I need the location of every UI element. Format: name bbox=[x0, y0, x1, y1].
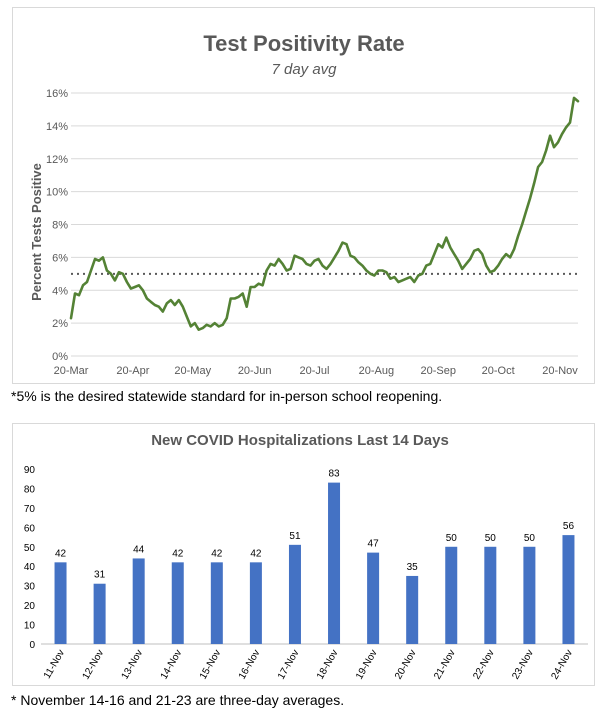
x-tick-label: 20-Jul bbox=[300, 365, 330, 377]
bar bbox=[132, 558, 145, 644]
chart-title: New COVID Hospitalizations Last 14 Days bbox=[151, 432, 449, 449]
bar bbox=[406, 575, 419, 644]
x-tick-label: 20-Nov bbox=[393, 648, 419, 681]
y-tick-label: 16% bbox=[46, 88, 68, 100]
y-tick-label: 6% bbox=[52, 252, 68, 264]
chart-subtitle: 7 day avg bbox=[271, 61, 337, 78]
bar-value-label: 42 bbox=[172, 548, 184, 559]
y-tick-label: 14% bbox=[46, 121, 68, 133]
bar bbox=[249, 562, 262, 644]
x-tick-label: 20-Nov bbox=[542, 365, 578, 377]
x-tick-label: 21-Nov bbox=[432, 648, 458, 681]
x-tick-label: 18-Nov bbox=[315, 648, 341, 681]
bar bbox=[54, 562, 67, 644]
y-tick-label: 2% bbox=[52, 318, 68, 330]
y-tick-label: 90 bbox=[24, 465, 36, 476]
bar-value-label: 42 bbox=[250, 548, 262, 559]
bar bbox=[445, 546, 458, 644]
bar bbox=[210, 562, 223, 644]
x-tick-label: 20-Jun bbox=[238, 365, 272, 377]
x-tick-label: 12-Nov bbox=[81, 648, 107, 681]
y-axis-label: Percent Tests Positive bbox=[29, 163, 44, 301]
x-tick-label: 20-Sep bbox=[421, 365, 456, 377]
bar bbox=[93, 583, 106, 644]
bar-value-label: 56 bbox=[563, 521, 575, 532]
x-tick-label: 19-Nov bbox=[354, 648, 380, 681]
series-line bbox=[69, 96, 580, 332]
x-tick-label: 15-Nov bbox=[198, 648, 224, 681]
y-tick-label: 80 bbox=[24, 484, 36, 495]
x-tick-label: 22-Nov bbox=[471, 648, 497, 681]
bar bbox=[367, 552, 380, 644]
bar-value-label: 35 bbox=[407, 562, 419, 573]
y-tick-label: 20 bbox=[24, 601, 36, 612]
y-tick-label: 60 bbox=[24, 523, 36, 534]
y-tick-label: 30 bbox=[24, 582, 36, 593]
x-tick-label: 13-Nov bbox=[120, 648, 146, 681]
y-tick-label: 70 bbox=[24, 504, 36, 515]
y-tick-label: 8% bbox=[52, 220, 68, 232]
hospitalizations-chart: New COVID Hospitalizations Last 14 Days … bbox=[24, 432, 588, 681]
x-tick-label: 11-Nov bbox=[42, 648, 67, 681]
bar bbox=[171, 562, 184, 644]
bar-value-label: 42 bbox=[211, 548, 223, 559]
positivity-footnote: *5% is the desired statewide standard fo… bbox=[11, 388, 443, 404]
x-tick-label: 17-Nov bbox=[276, 648, 302, 681]
y-tick-label: 10% bbox=[46, 187, 68, 199]
y-tick-label: 10 bbox=[24, 621, 36, 632]
x-tick-label: 16-Nov bbox=[237, 648, 263, 681]
bar-value-label: 50 bbox=[446, 533, 458, 544]
hospitalization-footnote: * November 14-16 and 21-23 are three-day… bbox=[11, 692, 345, 708]
x-tick-label: 20-Aug bbox=[359, 365, 394, 377]
chart-title: Test Positivity Rate bbox=[203, 31, 404, 56]
y-tick-label: 12% bbox=[46, 154, 68, 166]
bar bbox=[484, 546, 497, 644]
x-tick-label: 14-Nov bbox=[159, 648, 185, 681]
x-tick-label: 23-Nov bbox=[510, 648, 536, 681]
bar bbox=[562, 535, 575, 644]
hospitalizations-chart-panel: New COVID Hospitalizations Last 14 Days … bbox=[12, 423, 595, 686]
bar bbox=[328, 482, 341, 644]
y-tick-label: 0 bbox=[29, 640, 35, 651]
bar-value-label: 50 bbox=[485, 533, 497, 544]
bar bbox=[288, 544, 301, 644]
bar-value-label: 83 bbox=[328, 469, 340, 480]
bar-value-label: 50 bbox=[524, 533, 536, 544]
y-tick-label: 4% bbox=[52, 285, 68, 297]
positivity-chart: Test Positivity Rate 7 day avg Percent T… bbox=[29, 31, 580, 377]
bar-value-label: 47 bbox=[368, 539, 380, 550]
bar-value-label: 44 bbox=[133, 544, 145, 555]
x-tick-label: 20-Oct bbox=[482, 365, 515, 377]
bar-value-label: 31 bbox=[94, 570, 106, 581]
x-tick-label: 20-May bbox=[174, 365, 211, 377]
y-tick-label: 0% bbox=[52, 351, 68, 363]
x-tick-label: 20-Apr bbox=[116, 365, 149, 377]
bar-value-label: 42 bbox=[55, 548, 67, 559]
bar-value-label: 51 bbox=[289, 531, 301, 542]
x-tick-label: 20-Mar bbox=[54, 365, 89, 377]
positivity-chart-panel: Test Positivity Rate 7 day avg Percent T… bbox=[12, 7, 595, 384]
x-tick-label: 24-Nov bbox=[549, 648, 575, 681]
bar bbox=[523, 546, 536, 644]
y-tick-label: 40 bbox=[24, 562, 36, 573]
y-tick-label: 50 bbox=[24, 543, 36, 554]
